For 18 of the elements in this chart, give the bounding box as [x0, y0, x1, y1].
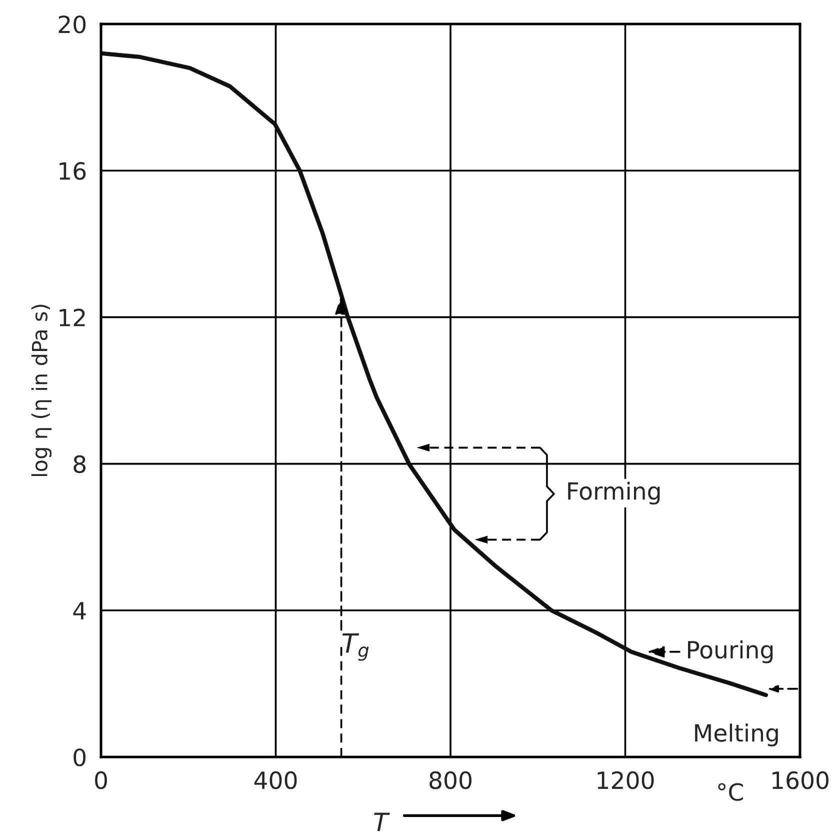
annotation: T$_{g}$ — [342, 633, 369, 661]
x-tick-label: 1200 — [598, 771, 654, 790]
y-tick-label: 16 — [60, 162, 86, 180]
x-tick-label: 1600 — [772, 771, 828, 790]
y-tick-label: 0 — [74, 748, 86, 766]
y-tick-label: 12 — [60, 308, 85, 326]
annotation: Pouring — [688, 640, 773, 664]
annotation: Melting — [695, 724, 778, 746]
text: °C — [718, 783, 743, 801]
y-tick-label: 20 — [58, 15, 86, 34]
x-axis-title: T — [374, 812, 390, 831]
x-tick-label: 400 — [254, 771, 297, 790]
x-tick-label: 0 — [95, 771, 107, 790]
x-tick-label: 800 — [430, 771, 472, 790]
y-axis-title: log η (η in dPa s) — [31, 304, 52, 476]
annotation: Forming — [568, 482, 660, 505]
y-tick-label: 4 — [73, 602, 86, 620]
y-tick-label: 8 — [74, 455, 86, 474]
